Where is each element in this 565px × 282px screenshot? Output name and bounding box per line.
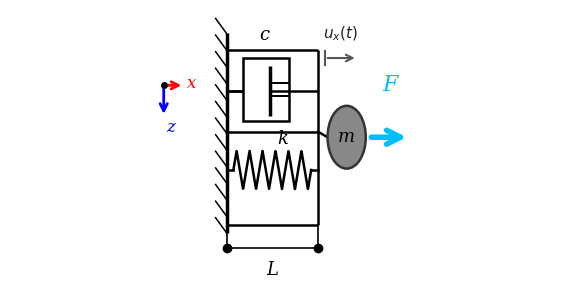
- Text: $u_x(t)$: $u_x(t)$: [323, 25, 358, 43]
- Text: z: z: [166, 120, 175, 136]
- Bar: [243, 58, 289, 121]
- Text: F: F: [383, 74, 398, 96]
- Text: c: c: [260, 27, 270, 44]
- Text: k: k: [277, 130, 288, 148]
- Bar: [213, 34, 227, 233]
- Ellipse shape: [328, 106, 366, 169]
- Text: m: m: [338, 128, 355, 146]
- Text: x: x: [187, 76, 196, 92]
- Text: L: L: [266, 261, 278, 279]
